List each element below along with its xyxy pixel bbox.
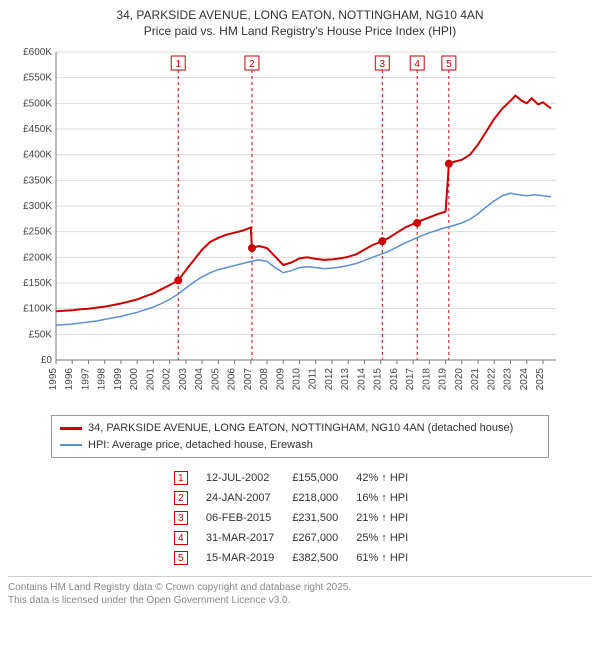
sale-marker-chip: 1 — [174, 471, 188, 485]
svg-text:£500K: £500K — [23, 98, 52, 109]
page-title: 34, PARKSIDE AVENUE, LONG EATON, NOTTING… — [8, 8, 592, 22]
legend: 34, PARKSIDE AVENUE, LONG EATON, NOTTING… — [51, 415, 549, 458]
table-row: 5 15-MAR-2019£382,50061% ↑ HPI — [174, 548, 426, 568]
svg-text:£350K: £350K — [23, 175, 52, 186]
sale-marker-chip: 2 — [174, 491, 188, 505]
svg-text:£150K: £150K — [23, 278, 52, 289]
sale-price: £382,500 — [292, 548, 356, 568]
sale-price: £155,000 — [292, 468, 356, 488]
svg-text:2010: 2010 — [292, 368, 303, 391]
sale-date: 12-JUL-2002 — [206, 468, 292, 488]
svg-text:1: 1 — [175, 59, 181, 70]
sale-price: £267,000 — [292, 528, 356, 548]
svg-text:2025: 2025 — [535, 368, 546, 391]
svg-text:2001: 2001 — [145, 368, 156, 391]
svg-text:£550K: £550K — [23, 73, 52, 84]
svg-text:1999: 1999 — [113, 368, 124, 391]
sale-pct: 16% ↑ HPI — [356, 488, 426, 508]
svg-text:£200K: £200K — [23, 252, 52, 263]
svg-text:£400K: £400K — [23, 150, 52, 161]
price-chart: £0 £50K £100K £150K £200K £250K £300K £350K £400… — [8, 44, 592, 407]
legend-swatch-price-paid — [60, 427, 82, 430]
legend-swatch-hpi — [60, 444, 82, 446]
chart-svg: £0 £50K £100K £150K £200K £250K £300K £350K £400… — [8, 44, 568, 404]
svg-text:2023: 2023 — [503, 368, 514, 391]
page-subtitle: Price paid vs. HM Land Registry's House … — [8, 24, 592, 38]
sale-pct: 42% ↑ HPI — [356, 468, 426, 488]
sale-pct: 21% ↑ HPI — [356, 508, 426, 528]
svg-text:1995: 1995 — [48, 368, 59, 391]
svg-text:2007: 2007 — [243, 368, 254, 391]
sale-date: 24-JAN-2007 — [206, 488, 292, 508]
svg-text:2012: 2012 — [324, 368, 335, 391]
svg-text:£100K: £100K — [23, 304, 52, 315]
svg-text:5: 5 — [446, 59, 452, 70]
table-row: 4 31-MAR-2017£267,00025% ↑ HPI — [174, 528, 426, 548]
svg-text:2004: 2004 — [194, 368, 205, 391]
table-row: 3 06-FEB-2015£231,50021% ↑ HPI — [174, 508, 426, 528]
footer-line-2: This data is licensed under the Open Gov… — [8, 594, 592, 607]
svg-text:2009: 2009 — [275, 368, 286, 391]
svg-text:2024: 2024 — [519, 368, 530, 391]
svg-text:2014: 2014 — [356, 368, 367, 391]
table-row: 1 12-JUL-2002£155,00042% ↑ HPI — [174, 468, 426, 488]
svg-text:2020: 2020 — [454, 368, 465, 391]
sale-date: 31-MAR-2017 — [206, 528, 292, 548]
svg-text:2015: 2015 — [373, 368, 384, 391]
svg-text:2016: 2016 — [389, 368, 400, 391]
footer-line-1: Contains HM Land Registry data © Crown c… — [8, 581, 592, 594]
svg-text:£0: £0 — [41, 355, 53, 366]
svg-text:1996: 1996 — [64, 368, 75, 391]
svg-text:£300K: £300K — [23, 201, 52, 212]
svg-text:£450K: £450K — [23, 124, 52, 135]
legend-label-price-paid: 34, PARKSIDE AVENUE, LONG EATON, NOTTING… — [88, 420, 513, 437]
sale-marker-chip: 4 — [174, 531, 188, 545]
legend-row-hpi: HPI: Average price, detached house, Erew… — [60, 437, 540, 454]
svg-text:2022: 2022 — [486, 368, 497, 391]
sale-date: 15-MAR-2019 — [206, 548, 292, 568]
sales-table: 1 12-JUL-2002£155,00042% ↑ HPI 2 24-JAN-200… — [174, 468, 426, 568]
svg-text:2005: 2005 — [210, 368, 221, 391]
sale-price: £218,000 — [292, 488, 356, 508]
legend-label-hpi: HPI: Average price, detached house, Erew… — [88, 437, 313, 454]
svg-text:2021: 2021 — [470, 368, 481, 391]
svg-text:2008: 2008 — [259, 368, 270, 391]
svg-text:2000: 2000 — [129, 368, 140, 391]
sale-marker-chip: 3 — [174, 511, 188, 525]
svg-text:3: 3 — [380, 59, 386, 70]
sale-price: £231,500 — [292, 508, 356, 528]
svg-text:2002: 2002 — [162, 368, 173, 391]
svg-text:2019: 2019 — [438, 368, 449, 391]
svg-text:2017: 2017 — [405, 368, 416, 391]
svg-text:2018: 2018 — [421, 368, 432, 391]
svg-text:2013: 2013 — [340, 368, 351, 391]
svg-text:4: 4 — [414, 59, 420, 70]
svg-text:£600K: £600K — [23, 47, 52, 58]
footer: Contains HM Land Registry data © Crown c… — [8, 576, 592, 607]
sale-pct: 25% ↑ HPI — [356, 528, 426, 548]
svg-text:2006: 2006 — [227, 368, 238, 391]
table-row: 2 24-JAN-2007£218,00016% ↑ HPI — [174, 488, 426, 508]
svg-text:1997: 1997 — [80, 368, 91, 391]
svg-text:1998: 1998 — [97, 368, 108, 391]
sale-date: 06-FEB-2015 — [206, 508, 292, 528]
legend-row-price-paid: 34, PARKSIDE AVENUE, LONG EATON, NOTTING… — [60, 420, 540, 437]
sale-marker-chip: 5 — [174, 551, 188, 565]
sale-pct: 61% ↑ HPI — [356, 548, 426, 568]
svg-text:2003: 2003 — [178, 368, 189, 391]
svg-text:£50K: £50K — [29, 329, 53, 340]
svg-text:2011: 2011 — [308, 368, 319, 390]
svg-text:£250K: £250K — [23, 227, 52, 238]
svg-text:2: 2 — [249, 59, 255, 70]
